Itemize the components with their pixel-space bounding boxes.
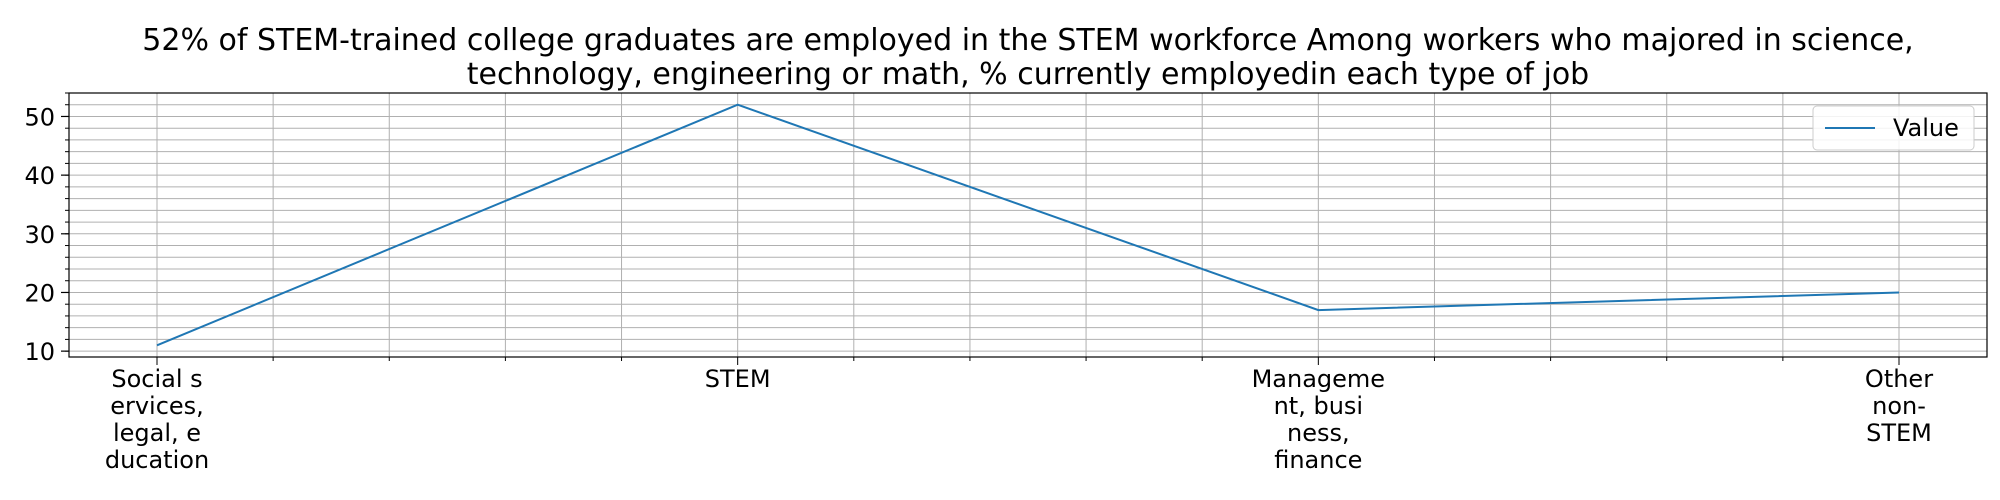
y-tick-label: 40 — [24, 162, 55, 190]
axes: 10 20 30 40 50 Social s ervices, legal, e ducati… — [24, 92, 1933, 474]
chart-title: 52% of STEM-trained college graduates ar… — [142, 23, 1913, 92]
y-tick-label: 30 — [24, 221, 55, 249]
series-layer — [156, 103, 1900, 347]
x-tick-label: Manageme nt, busi ness, finance — [1252, 365, 1385, 474]
plot-frame — [68, 92, 1988, 358]
legend: Value — [1812, 105, 1975, 151]
y-tick-label: 20 — [24, 279, 55, 307]
grid — [69, 92, 1987, 357]
x-tick-label: Other non-STEM — [1865, 365, 1933, 447]
x-tick-label: Social s ervices, legal, e ducation — [105, 365, 209, 474]
legend-label: Value — [1893, 114, 1959, 142]
y-tick-label: 50 — [24, 103, 55, 131]
y-tick-label: 10 — [24, 338, 55, 366]
series-line — [156, 103, 1900, 347]
legend-box — [1812, 105, 1975, 151]
x-tick-label: STEM — [705, 365, 771, 393]
